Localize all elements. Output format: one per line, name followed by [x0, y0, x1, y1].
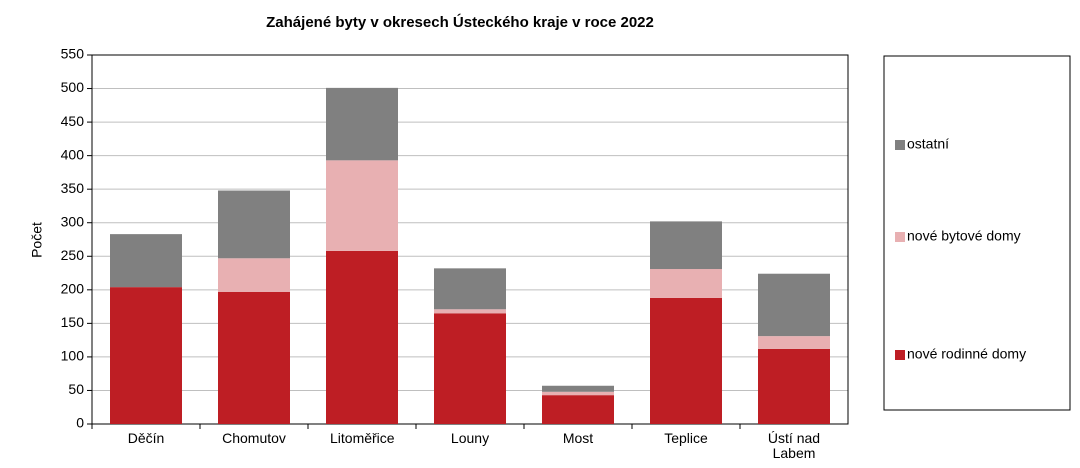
- bar-segment: [326, 160, 398, 251]
- bar-segment: [542, 391, 614, 396]
- legend-label: nové bytové domy: [907, 228, 1021, 244]
- y-tick-label: 350: [61, 180, 85, 196]
- legend-swatch: [895, 140, 905, 150]
- bar-segment: [758, 348, 830, 424]
- y-tick-label: 400: [61, 146, 85, 162]
- bar-segment: [110, 234, 182, 288]
- x-tick-label-box: Most: [562, 431, 594, 446]
- y-tick-label: 300: [61, 213, 85, 229]
- bar-segment: [218, 258, 290, 292]
- bar-segment: [650, 297, 722, 424]
- x-tick-label-box: Ústí nad Labem: [767, 431, 821, 461]
- bar-segment: [110, 287, 182, 424]
- bar-segment: [326, 250, 398, 424]
- bar-segment: [650, 221, 722, 270]
- x-tick-label-box: Teplice: [664, 431, 708, 446]
- bar-segment: [326, 87, 398, 161]
- bar-segment: [758, 336, 830, 349]
- x-tick-label: Teplice: [664, 431, 708, 446]
- bar-segment: [758, 273, 830, 337]
- bar-segment: [218, 190, 290, 259]
- bar-segment: [218, 291, 290, 424]
- x-tick-label-box: Litoměřice: [330, 431, 395, 446]
- y-tick-label: 250: [61, 247, 85, 263]
- x-tick-label: Litoměřice: [330, 431, 395, 446]
- x-tick-label: Ústí nad Labem: [767, 431, 821, 461]
- y-tick-label: 0: [76, 415, 84, 431]
- bar-segment: [542, 395, 614, 424]
- x-tick-label: Chomutov: [222, 431, 286, 446]
- bar-segment: [542, 385, 614, 392]
- legend-box: [883, 55, 1071, 411]
- y-tick-label: 500: [61, 79, 85, 95]
- bar-segment: [434, 309, 506, 314]
- y-tick-label: 450: [61, 113, 85, 129]
- legend-label: nové rodinné domy: [907, 346, 1026, 362]
- bar-segment: [434, 268, 506, 310]
- legend-swatch: [895, 232, 905, 242]
- bar-segment: [434, 313, 506, 424]
- y-tick-label: 550: [61, 46, 85, 62]
- y-tick-label: 50: [68, 381, 84, 397]
- y-tick-label: 150: [61, 314, 85, 330]
- x-tick-label-box: Louny: [450, 431, 490, 446]
- x-tick-label-box: Děčín: [127, 431, 165, 446]
- x-tick-label: Most: [562, 431, 594, 446]
- chart-title: Zahájené byty v okresech Ústeckého kraje…: [266, 13, 654, 31]
- bar-segment: [650, 269, 722, 298]
- x-tick-label: Louny: [450, 431, 490, 446]
- legend-swatch: [895, 350, 905, 360]
- y-tick-label: 100: [61, 348, 85, 364]
- x-tick-label-box: Chomutov: [222, 431, 286, 446]
- y-axis-label: Počet: [29, 222, 45, 258]
- y-tick-label: 200: [61, 281, 85, 297]
- x-tick-label: Děčín: [127, 431, 165, 446]
- legend-label: ostatní: [907, 136, 949, 152]
